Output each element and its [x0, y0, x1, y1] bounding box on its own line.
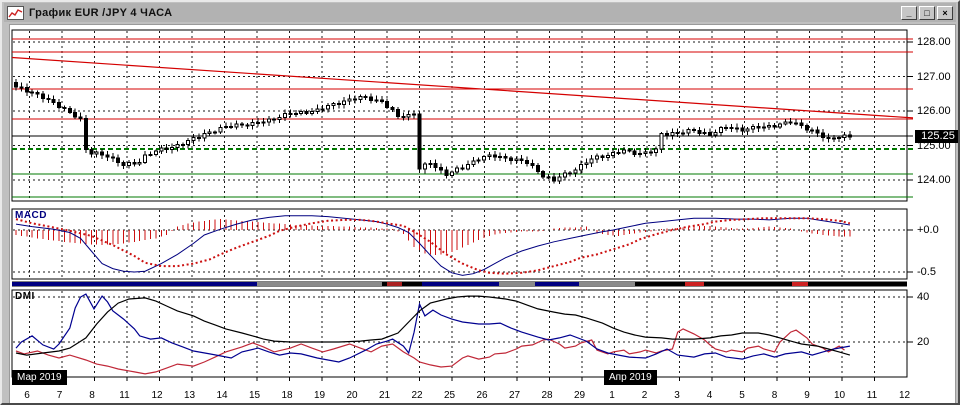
- date-label: 12: [151, 390, 163, 401]
- date-label: 11: [866, 390, 878, 401]
- date-label: 6: [24, 390, 30, 401]
- date-label: 27: [508, 390, 521, 401]
- date-label: 10: [833, 390, 846, 401]
- date-label: 18: [281, 390, 293, 401]
- date-label: 2: [641, 390, 648, 401]
- chart-app-icon: [7, 5, 24, 20]
- date-label: 20: [346, 390, 358, 401]
- date-label: 29: [573, 390, 586, 401]
- price-axis-label: 126.00: [917, 105, 951, 117]
- price-axis-label: 127.00: [917, 70, 951, 83]
- date-label: 28: [541, 390, 553, 401]
- date-label: 12: [898, 390, 911, 401]
- macd-panel-label: MACD: [15, 210, 47, 221]
- dmi-axis-label: 40: [917, 291, 930, 303]
- date-label: 21: [378, 390, 391, 401]
- window-controls: _ □ ×: [899, 5, 953, 20]
- date-label: 14: [216, 390, 228, 401]
- price-axis-label: 128.00: [917, 36, 951, 48]
- date-label: 26: [476, 390, 488, 401]
- maximize-button[interactable]: □: [919, 5, 935, 20]
- date-label: 9: [804, 390, 810, 401]
- date-label: 15: [248, 390, 261, 401]
- date-label: 22: [411, 390, 423, 401]
- close-button[interactable]: ×: [937, 5, 953, 20]
- date-label: 3: [674, 390, 680, 401]
- date-label: 7: [56, 390, 63, 401]
- date-label: 13: [183, 390, 196, 401]
- date-label: 25: [443, 390, 456, 401]
- date-label: 5: [739, 390, 745, 401]
- date-label: 8: [771, 390, 778, 401]
- month-marker: Апр 2019: [604, 370, 657, 385]
- dmi-axis-label: 20: [917, 336, 930, 348]
- window-title: График EUR /JPY 4 ЧАСА: [29, 6, 173, 19]
- macd-axis-label: -0.5: [917, 266, 936, 278]
- date-label: 8: [89, 390, 95, 401]
- minimize-button[interactable]: _: [901, 5, 917, 20]
- macd-axis-label: +0.0: [917, 224, 939, 236]
- date-label: 11: [119, 390, 130, 401]
- date-label: 19: [313, 390, 326, 401]
- price-axis-label: 124.00: [917, 174, 951, 186]
- date-label: 4: [706, 390, 713, 401]
- date-label: 1: [609, 390, 615, 401]
- current-price-badge: 125.25: [915, 129, 958, 143]
- window-titlebar[interactable]: График EUR /JPY 4 ЧАСА _ □ ×: [4, 3, 956, 22]
- month-marker: Мар 2019: [12, 370, 67, 385]
- dmi-panel-label: DMI: [15, 291, 35, 302]
